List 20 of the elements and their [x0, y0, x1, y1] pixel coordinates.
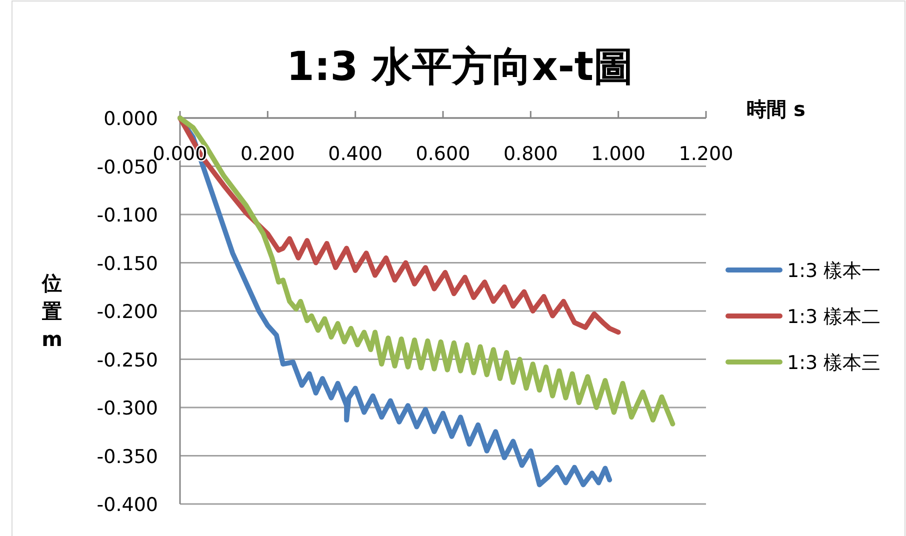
x-tick-label: 1.000	[591, 143, 646, 165]
y-tick-label: -0.300	[96, 398, 158, 420]
x-tick-label: 1.200	[678, 143, 734, 165]
y-tick-label: -0.200	[96, 301, 158, 323]
x-tick-label: 0.600	[416, 143, 470, 165]
y-tick-label: -0.400	[96, 494, 158, 516]
legend-label: 1:3 樣本三	[787, 352, 881, 374]
x-tick-label: 0.800	[503, 143, 558, 165]
y-tick-label: -0.350	[96, 446, 158, 468]
legend-label: 1:3 樣本二	[787, 306, 881, 328]
x-tick-label: 0.200	[240, 143, 295, 165]
legend-label: 1:3 樣本一	[787, 260, 881, 282]
y-tick-label: -0.250	[96, 349, 158, 372]
y-axis-title: 位置m	[41, 271, 62, 351]
x-tick-label: 0.400	[328, 143, 383, 165]
x-axis-title: 時間 s	[746, 97, 806, 121]
chart-title: 1:3 水平方向x-t圖	[286, 44, 634, 90]
y-tick-label: 0.000	[104, 108, 158, 130]
y-tick-label: -0.150	[96, 252, 158, 275]
y-tick-label: -0.100	[96, 204, 158, 226]
